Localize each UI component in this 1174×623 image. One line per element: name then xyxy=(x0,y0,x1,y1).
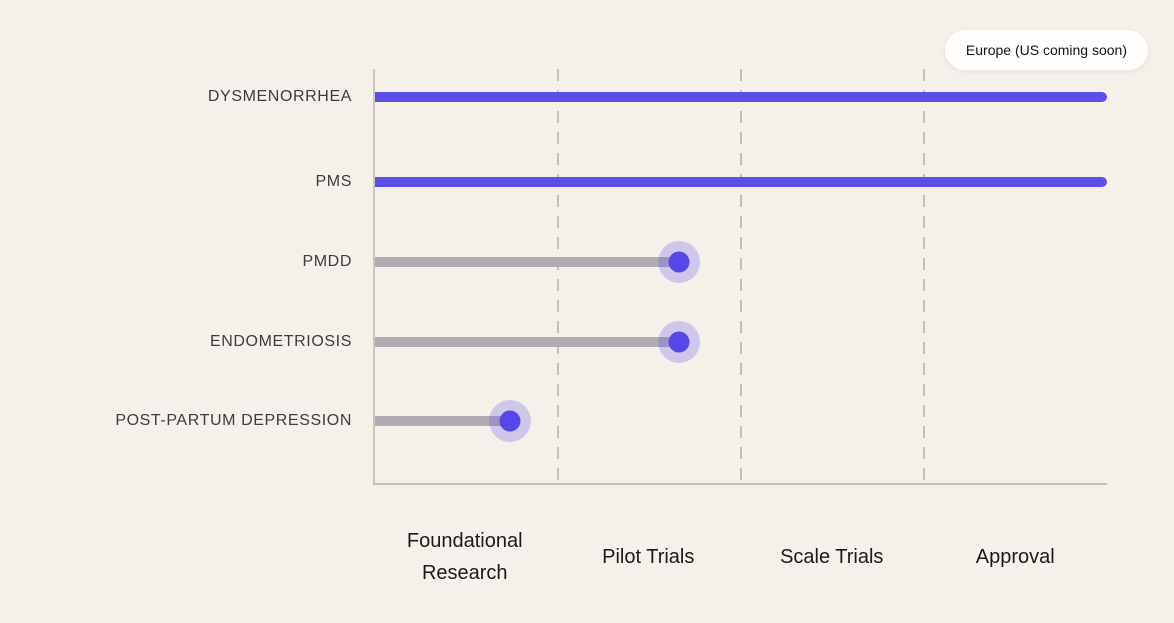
bar-complete xyxy=(375,92,1107,102)
stage-label: Scale Trials xyxy=(780,546,884,568)
stage-label: Pilot Trials xyxy=(602,546,695,568)
row-label: ENDOMETRIOSIS xyxy=(209,333,352,350)
plot-area xyxy=(373,69,1107,485)
stage-gridline xyxy=(557,69,559,483)
row-label: POST-PARTUM DEPRESSION xyxy=(115,412,352,429)
progress-dot xyxy=(668,331,690,353)
stage-label: Foundational Research xyxy=(406,530,523,584)
stage-gridline xyxy=(923,69,925,483)
bar-in-progress xyxy=(375,337,679,347)
bar-complete xyxy=(375,177,1107,187)
bar-in-progress xyxy=(375,416,511,426)
row-label: PMS xyxy=(315,173,352,190)
row-label: PMDD xyxy=(302,253,352,270)
bar-in-progress xyxy=(375,257,679,267)
progress-dot xyxy=(668,251,690,273)
progress-dot xyxy=(499,410,521,432)
row-labels: DYSMENORRHEA PMS PMDD ENDOMETRIOSIS POST-PAR… xyxy=(0,69,352,485)
row-label: DYSMENORRHEA xyxy=(207,88,352,105)
region-badge[interactable]: Europe (US coming soon) xyxy=(943,29,1149,71)
stage-labels: Foundational Research Pilot Trials Scale T… xyxy=(373,522,1107,592)
stage-label: Approval xyxy=(975,546,1055,568)
stage-gridline xyxy=(740,69,742,483)
